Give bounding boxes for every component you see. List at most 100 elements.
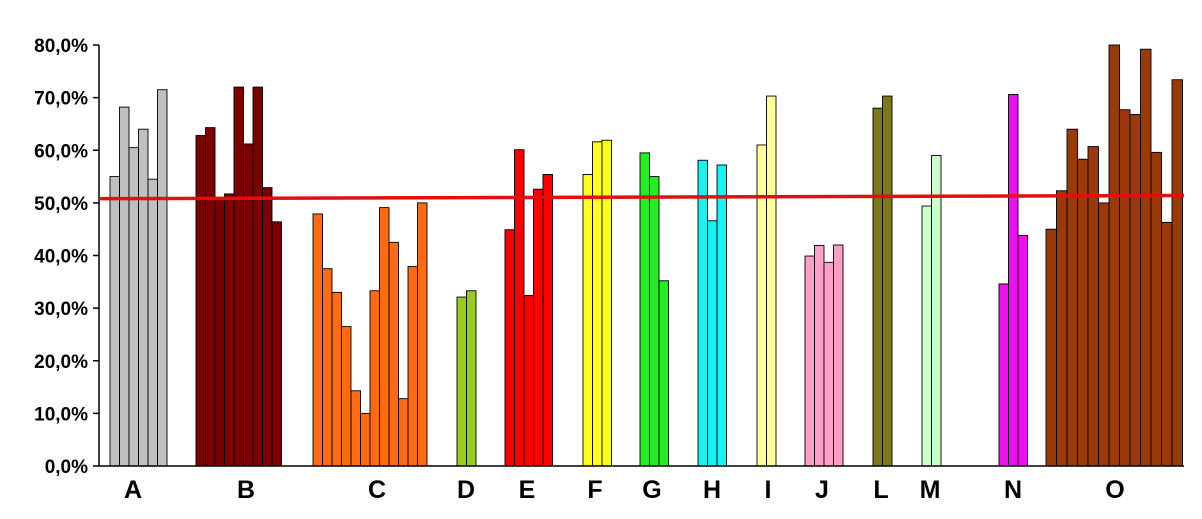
bar-group-n	[998, 94, 1028, 467]
bar	[262, 187, 273, 467]
bar	[601, 139, 612, 467]
bar	[1108, 44, 1120, 467]
bar	[195, 135, 206, 467]
bar-group-h	[697, 159, 727, 467]
y-tick-label: 70,0%	[34, 89, 88, 110]
x-tick-label: E	[519, 476, 536, 504]
y-tick-label: 60,0%	[34, 141, 88, 162]
bar	[1066, 128, 1078, 467]
bar	[466, 290, 477, 467]
bar	[331, 291, 342, 467]
bar-group-j	[804, 244, 844, 467]
bar	[882, 95, 893, 467]
bar	[360, 412, 371, 467]
bar	[639, 152, 650, 467]
reference-line-group	[98, 193, 1185, 201]
bar	[369, 290, 380, 467]
x-tick-label: A	[124, 476, 142, 504]
x-tick-label: N	[1004, 476, 1022, 504]
bar	[379, 207, 390, 467]
bar	[649, 176, 660, 467]
bar	[833, 244, 844, 467]
y-axis: 0,0% 10,0% 20,0% 30,0% 40,0% 50,0% 60,0% 70,0% 8…	[34, 36, 100, 478]
x-tick-label: J	[815, 476, 829, 504]
bar	[407, 266, 418, 467]
bar	[533, 188, 544, 467]
bar	[205, 127, 216, 467]
bar	[1171, 79, 1183, 467]
bar	[252, 86, 263, 467]
bar	[1129, 114, 1141, 467]
bar	[214, 198, 225, 467]
x-tick-label: M	[920, 476, 941, 504]
x-tick-label: H	[703, 476, 721, 504]
bar-group-l	[872, 95, 893, 467]
bar	[998, 283, 1009, 467]
bar	[542, 174, 553, 467]
y-tick-label: 40,0%	[34, 247, 88, 268]
bar	[271, 221, 282, 467]
x-tick-label: L	[873, 476, 888, 504]
bar	[716, 164, 727, 467]
bar	[243, 143, 254, 467]
bar	[1077, 158, 1089, 467]
bar	[128, 147, 139, 467]
bar	[1119, 109, 1131, 467]
y-tick-label: 0,0%	[45, 457, 88, 478]
bar	[697, 159, 708, 467]
bar	[872, 107, 883, 467]
bar	[823, 261, 834, 467]
bar-group-c	[312, 202, 428, 467]
x-tick-label: D	[457, 476, 475, 504]
bar	[322, 268, 333, 467]
bar	[756, 144, 767, 467]
x-tick-label: G	[642, 476, 661, 504]
bar-group-d	[456, 290, 477, 467]
bar	[312, 213, 323, 467]
bar	[1008, 94, 1019, 467]
y-tick-label: 80,0%	[34, 36, 88, 57]
bar-group-a	[109, 89, 168, 467]
bars	[109, 44, 1183, 467]
bar	[157, 89, 168, 467]
bar	[233, 86, 244, 467]
bar-group-i	[756, 95, 777, 467]
bar	[109, 176, 120, 467]
x-tick-label: B	[237, 476, 255, 504]
x-tick-label: C	[368, 476, 386, 504]
reference-line	[98, 193, 1185, 201]
bar-group-g	[639, 152, 669, 467]
bar	[523, 295, 534, 467]
x-tick-label: O	[1105, 476, 1124, 504]
bar	[707, 220, 718, 467]
bar	[921, 205, 932, 467]
bar	[1140, 48, 1152, 467]
bar-group-o	[1045, 44, 1183, 467]
bar	[1056, 190, 1068, 467]
bar	[582, 174, 593, 467]
bar	[398, 398, 409, 467]
bar	[814, 245, 825, 467]
bar	[592, 141, 603, 467]
bar	[147, 178, 158, 467]
bar	[119, 106, 130, 467]
x-tick-label: F	[587, 476, 602, 504]
bar	[1017, 235, 1028, 467]
bar	[504, 229, 515, 467]
bar-group-f	[582, 139, 612, 467]
bar	[341, 326, 352, 467]
bar	[931, 155, 942, 467]
bar	[1045, 228, 1057, 467]
y-tick-label: 50,0%	[34, 194, 88, 215]
bar	[417, 202, 428, 467]
bar	[804, 255, 815, 467]
bar	[1161, 221, 1173, 467]
y-tick-label: 10,0%	[34, 404, 88, 425]
bar-group-e	[504, 149, 553, 467]
bar-group-b	[195, 86, 282, 467]
y-tick-label: 20,0%	[34, 352, 88, 373]
bar	[224, 193, 235, 467]
bar	[350, 390, 361, 467]
bar	[138, 128, 149, 467]
